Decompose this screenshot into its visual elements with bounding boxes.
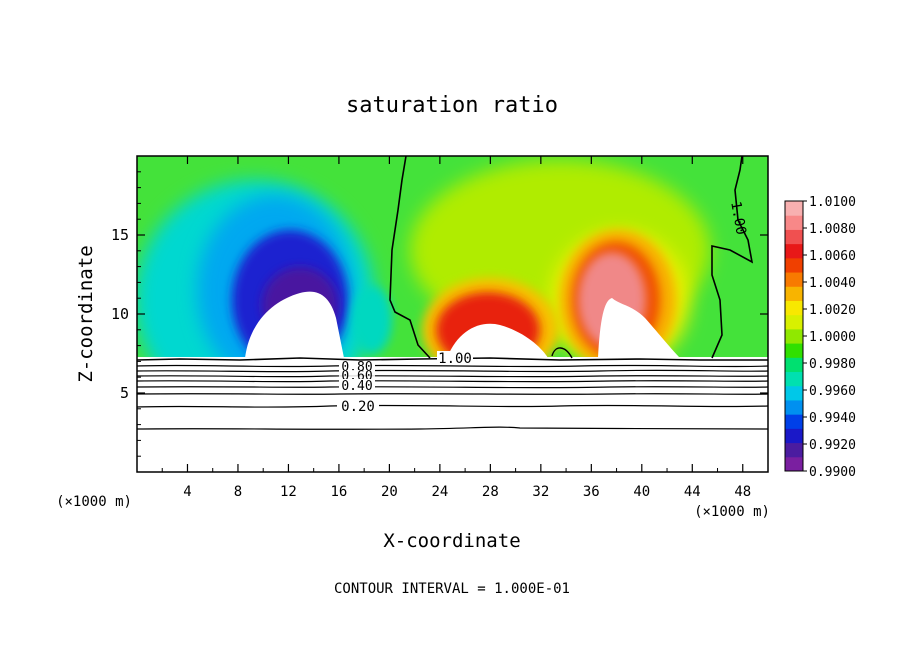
contour-0-80 <box>137 364 768 368</box>
contour-0-60 <box>137 375 768 378</box>
contour-interval-note: CONTOUR INTERVAL = 1.000E-01 <box>334 581 570 597</box>
contour-0-30 <box>137 393 768 395</box>
x-tick-label-8: 8 <box>234 484 242 500</box>
colorbar-swatch <box>785 300 803 316</box>
colorbar-swatch <box>785 442 803 458</box>
contour-label-1-00-b: 1.00 <box>727 200 749 236</box>
y-tick-label-10: 10 <box>111 305 129 323</box>
colorbar-swatch <box>785 257 803 273</box>
x-tick-label-16: 16 <box>330 484 347 500</box>
colorbar-swatch <box>785 357 803 373</box>
x-tick-label-20: 20 <box>381 484 398 500</box>
colorbar-swatch <box>785 314 803 330</box>
contour-cloudbase <box>137 357 768 361</box>
colorbar-swatch <box>785 286 803 301</box>
x-tick-label-12: 12 <box>280 484 297 500</box>
x-tick-label-40: 40 <box>633 484 650 500</box>
colorbar-label-5: 1.0000 <box>809 330 856 345</box>
contour-0-10 <box>137 426 768 430</box>
lower-domain <box>137 357 768 472</box>
colorbar-label-2: 1.0060 <box>809 249 856 264</box>
colorbar-swatch <box>785 229 803 245</box>
x-unit-label-left: (×1000 m) <box>56 494 132 510</box>
colorbar-swatch <box>785 343 803 358</box>
colorbar-swatch <box>785 414 803 429</box>
colorbar-swatch <box>785 428 803 444</box>
cloud-mid <box>447 323 548 358</box>
contour-1-00-right <box>711 156 754 359</box>
x-tick-label-28: 28 <box>482 484 499 500</box>
contour-label-1-00-a: 1.00 <box>438 351 472 367</box>
colorbar-swatch <box>785 456 803 472</box>
colorbar-label-0: 1.0100 <box>809 195 856 210</box>
plot-field: 1.00 1.00 0.80 0.60 0.40 0.20 <box>137 156 768 472</box>
contour-0-50 <box>137 380 768 383</box>
contour-1-00-small <box>551 347 573 359</box>
colorbar-swatch <box>785 399 803 415</box>
y-tick-label-5: 5 <box>120 384 129 402</box>
y-axis: 5 10 15 <box>111 171 768 457</box>
x-unit-label-right: (×1000 m) <box>694 504 770 520</box>
colorbar-swatch <box>785 201 803 216</box>
colorbar-label-8: 0.9940 <box>809 411 856 426</box>
contour-0-40 <box>137 386 768 389</box>
contour-1-00-left <box>389 156 431 359</box>
contour-0-70 <box>137 369 768 373</box>
colorbar-label-1: 1.0080 <box>809 222 856 237</box>
contour-lines <box>137 156 768 430</box>
plume-left-edge <box>352 286 392 354</box>
colorbar-label-9: 0.9920 <box>809 438 856 453</box>
colorbar-label-3: 1.0040 <box>809 276 856 291</box>
colorbar-swatch <box>785 328 803 344</box>
x-tick-label-44: 44 <box>684 484 701 500</box>
x-tick-label-4: 4 <box>183 484 191 500</box>
contour-label-group: 1.00 1.00 0.80 0.60 0.40 0.20 <box>337 200 749 415</box>
y-tick-label-15: 15 <box>111 226 129 244</box>
colorbar-label-7: 0.9960 <box>809 384 856 399</box>
x-axis: 4 8 12 16 20 24 28 32 36 40 44 48 <box>161 156 751 500</box>
contour-label-0-20: 0.20 <box>341 399 375 415</box>
chart-title: saturation ratio <box>346 93 558 118</box>
cloud-left <box>245 291 344 358</box>
colorbar-swatch <box>785 385 803 401</box>
colorbar-swatch <box>785 371 803 387</box>
colorbar-swatch <box>785 243 803 259</box>
x-axis-label: X-coordinate <box>383 530 520 552</box>
x-tick-label-36: 36 <box>583 484 600 500</box>
cloud-right <box>598 298 680 358</box>
x-tick-label-24: 24 <box>431 484 448 500</box>
x-tick-label-32: 32 <box>532 484 549 500</box>
colorbar-label-4: 1.0020 <box>809 303 856 318</box>
y-axis-label: Z-coordinate <box>75 245 97 382</box>
colorbar-swatch <box>785 215 803 230</box>
colorbar: 1.0100 1.0080 1.0060 1.0040 1.0020 1.0000 0.99… <box>784 195 856 480</box>
colorbar-label-10: 0.9900 <box>809 465 856 480</box>
colorbar-swatch <box>785 272 803 287</box>
x-tick-label-48: 48 <box>734 484 751 500</box>
colorbar-label-6: 0.9980 <box>809 357 856 372</box>
contour-label-0-40: 0.40 <box>341 379 372 394</box>
contour-0-20 <box>137 404 768 408</box>
